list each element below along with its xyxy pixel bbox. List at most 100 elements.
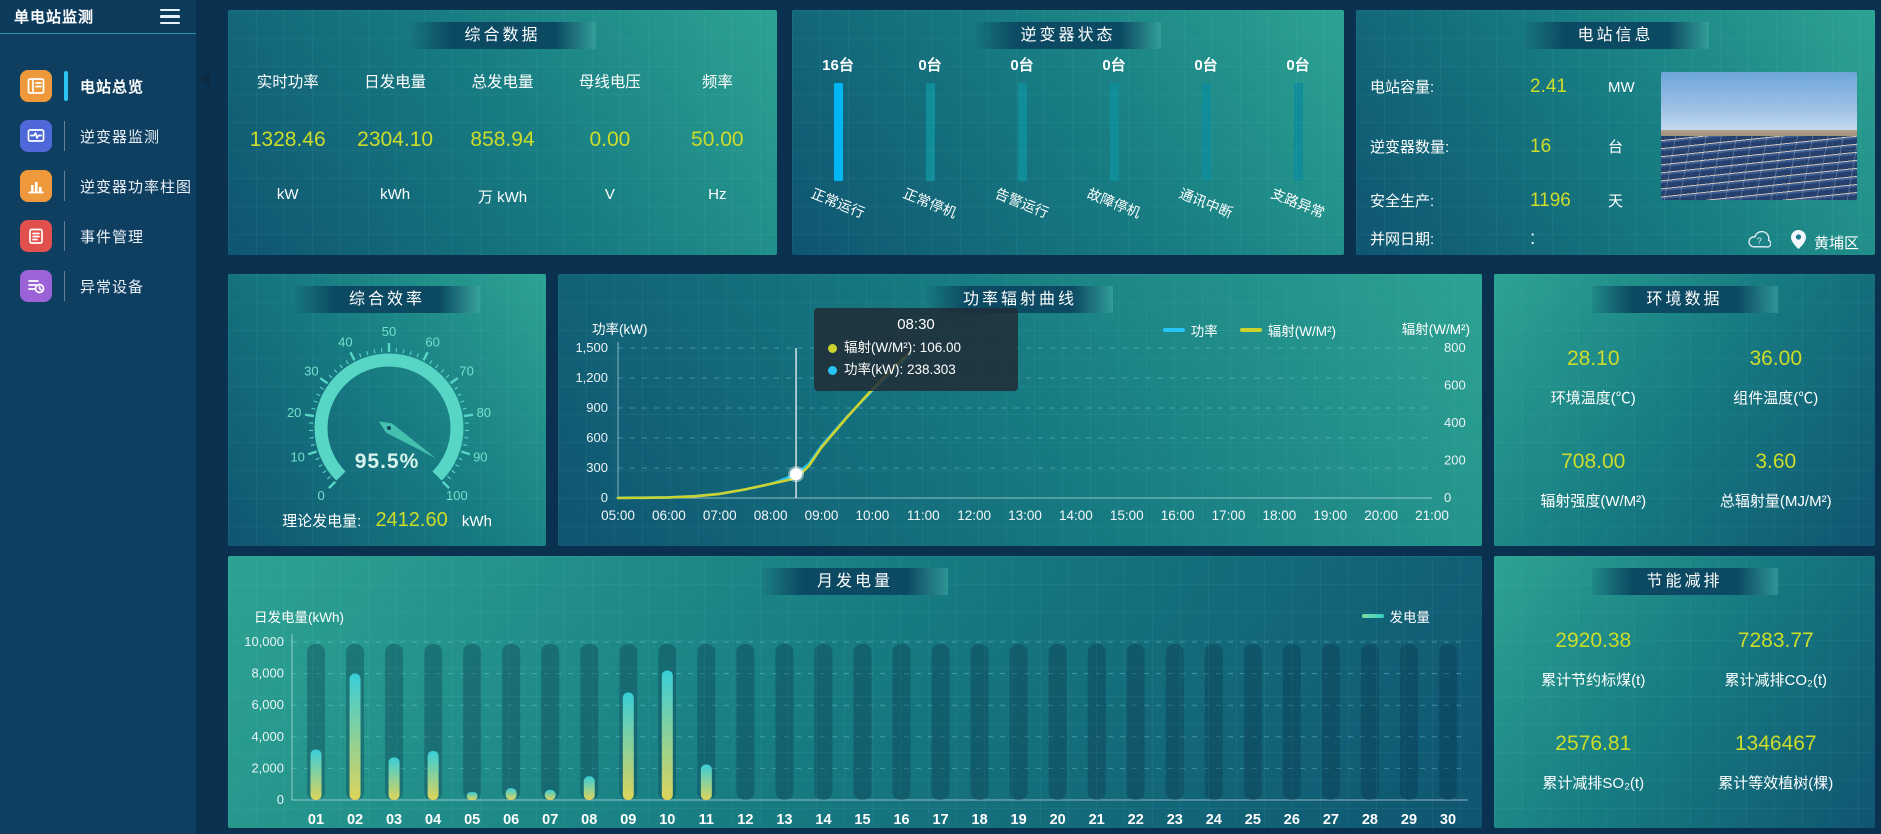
legend-item-generation[interactable]: 发电量 xyxy=(1361,606,1430,626)
summary-metrics: 实时功率 1328.46 kW 日发电量 2304.10 kWh 总发电量 85… xyxy=(234,50,771,255)
hamburger-menu-icon[interactable] xyxy=(158,7,182,27)
divider xyxy=(64,221,65,251)
metric-value: 0.00 xyxy=(589,128,631,151)
metric-unit: kWh xyxy=(380,186,411,203)
status-normal-stopped: 0台 正常停机 xyxy=(884,54,976,255)
svg-text:10,000: 10,000 xyxy=(244,634,284,649)
panel-power-radiation-curve[interactable]: 功率辐射曲线 功率(kW) 功率 辐射(W/M²) 辐射(W/M²) 0 300 6… xyxy=(558,274,1482,546)
metric-value: 858.94 xyxy=(470,128,535,151)
metric-label: 日发电量 xyxy=(364,74,427,91)
sidebar-item-event-management[interactable]: 事件管理 xyxy=(0,214,196,258)
svg-text:16: 16 xyxy=(893,812,909,828)
env-total-radiation: 3.60 总辐射量(MJ/M²) xyxy=(1685,429,1868,532)
savings-value: 7283.77 xyxy=(1737,629,1814,652)
svg-text:17: 17 xyxy=(932,812,948,828)
svg-text:21: 21 xyxy=(1089,812,1105,828)
monthly-generation-chart[interactable]: 0 2,000 4,000 6,000 8,000 10,000 01 02 03 04 05 06 0… xyxy=(228,556,1482,828)
svg-text:10: 10 xyxy=(290,450,304,465)
panel-title-text: 逆变器状态 xyxy=(1020,27,1116,44)
svg-text:27: 27 xyxy=(1323,812,1339,828)
svg-text:14:00: 14:00 xyxy=(1059,508,1093,523)
power-radiation-chart[interactable]: 0 300 600 900 1,200 1,500 0 200 400 600 800 05:00 06… xyxy=(558,274,1482,546)
svg-text:21:00: 21:00 xyxy=(1415,508,1449,523)
panel-monthly-generation[interactable]: 月发电量 日发电量(kWh) 发电量 0 2,000 4,000 6,000 8,000… xyxy=(228,556,1482,828)
sidebar-item-label: 事件管理 xyxy=(80,228,145,246)
svg-text:28: 28 xyxy=(1362,812,1378,828)
sidebar-item-inverter-power-bars[interactable]: 逆变器功率柱图 xyxy=(0,164,196,208)
status-bar xyxy=(1017,83,1027,181)
sidebar-item-inverter-monitor[interactable]: 逆变器监测 xyxy=(0,114,196,158)
station-photo xyxy=(1661,72,1857,200)
svg-text:15:00: 15:00 xyxy=(1110,508,1144,523)
svg-text:0: 0 xyxy=(277,792,284,807)
svg-text:20: 20 xyxy=(1050,812,1066,828)
svg-text:26: 26 xyxy=(1284,812,1300,828)
status-count: 0台 xyxy=(1010,57,1034,74)
cloud-question-icon: ? xyxy=(1747,230,1772,253)
tooltip-text: 功率(kW): 238.303 xyxy=(844,362,956,377)
savings-label: 累计减排SO₂(t) xyxy=(1542,775,1645,792)
svg-text:01: 01 xyxy=(308,812,324,828)
panel-title: 电站信息 xyxy=(1522,22,1709,49)
status-bar xyxy=(1293,83,1303,181)
sidebar-item-label: 电站总览 xyxy=(80,78,145,96)
svg-text:09:00: 09:00 xyxy=(805,508,839,523)
sidebar-item-station-overview[interactable]: 电站总览 xyxy=(0,64,196,108)
svg-text:70: 70 xyxy=(459,364,473,379)
svg-text:1,200: 1,200 xyxy=(575,370,608,385)
right-axis-name: 辐射(W/M²) xyxy=(1401,322,1470,337)
sidebar-collapse-arrow[interactable] xyxy=(199,70,210,88)
legend-label: 功率 xyxy=(1190,324,1218,339)
panel-title-text: 功率辐射曲线 xyxy=(962,291,1077,308)
map-pin-icon[interactable] xyxy=(1790,230,1806,254)
district-name: 黄埔区 xyxy=(1813,234,1859,252)
svg-text:05: 05 xyxy=(464,812,480,828)
svg-text:100: 100 xyxy=(446,488,468,503)
gauge-value: 95.5% xyxy=(354,450,420,473)
svg-text:29: 29 xyxy=(1401,812,1417,828)
legend-item-power[interactable]: 功率 xyxy=(1162,320,1218,340)
savings-trees: 1346467 累计等效植树(棵) xyxy=(1685,711,1868,814)
info-label: 并网日期: xyxy=(1370,231,1435,248)
panel-title: 环境数据 xyxy=(1591,286,1778,313)
svg-text:12: 12 xyxy=(737,812,753,828)
info-unit: 天 xyxy=(1608,193,1624,210)
svg-text:?: ? xyxy=(1757,236,1762,246)
status-bar xyxy=(833,83,843,181)
theory-unit: kWh xyxy=(461,513,492,530)
panel-environment: 环境数据 28.10 环境温度(℃) 36.00 组件温度(℃) 708.00 … xyxy=(1494,274,1875,546)
status-count: 0台 xyxy=(1194,57,1218,74)
savings-co2: 7283.77 累计减排CO₂(t) xyxy=(1685,608,1868,711)
svg-text:08: 08 xyxy=(581,812,597,828)
metric-frequency: 频率 50.00 Hz xyxy=(664,50,771,255)
legend-item-radiation[interactable]: 辐射(W/M²) xyxy=(1239,320,1336,340)
sidebar-item-abnormal-devices[interactable]: 异常设备 xyxy=(0,264,196,308)
svg-text:11: 11 xyxy=(699,812,714,828)
panel-title-text: 节能减排 xyxy=(1646,573,1723,590)
svg-text:400: 400 xyxy=(1444,415,1466,430)
env-value: 28.10 xyxy=(1566,347,1620,370)
left-axis-name: 功率(kW) xyxy=(592,322,648,337)
metric-label: 母线电压 xyxy=(578,74,641,91)
line-chart-legend: 功率 辐射(W/M²) xyxy=(1162,320,1336,340)
panel-title: 综合数据 xyxy=(409,22,596,49)
metric-value: 2304.10 xyxy=(357,128,434,151)
svg-text:8,000: 8,000 xyxy=(251,666,284,681)
environment-grid: 28.10 环境温度(℃) 36.00 组件温度(℃) 708.00 辐射强度(… xyxy=(1502,326,1867,532)
svg-text:900: 900 xyxy=(586,400,608,415)
panel-title: 月发电量 xyxy=(762,568,948,595)
metric-total-generation: 总发电量 858.94 万 kWh xyxy=(449,50,556,255)
svg-text:17:00: 17:00 xyxy=(1212,508,1246,523)
panel-efficiency: 综合效率 0 10 20 30 40 50 60 70 80 90 100 95.5% 理论发电量:… xyxy=(228,274,546,546)
status-count: 0台 xyxy=(1102,57,1126,74)
status-bar xyxy=(1109,83,1119,181)
status-label: 正常运行 xyxy=(809,185,867,221)
metric-label: 频率 xyxy=(701,74,733,91)
env-label: 辐射强度(W/M²) xyxy=(1540,493,1647,510)
svg-text:18:00: 18:00 xyxy=(1262,508,1296,523)
power-dot-icon xyxy=(828,365,837,375)
svg-text:13: 13 xyxy=(776,812,792,828)
env-value: 708.00 xyxy=(1561,450,1626,473)
svg-text:50: 50 xyxy=(382,324,396,339)
savings-so2: 2576.81 累计减排SO₂(t) xyxy=(1502,711,1685,814)
